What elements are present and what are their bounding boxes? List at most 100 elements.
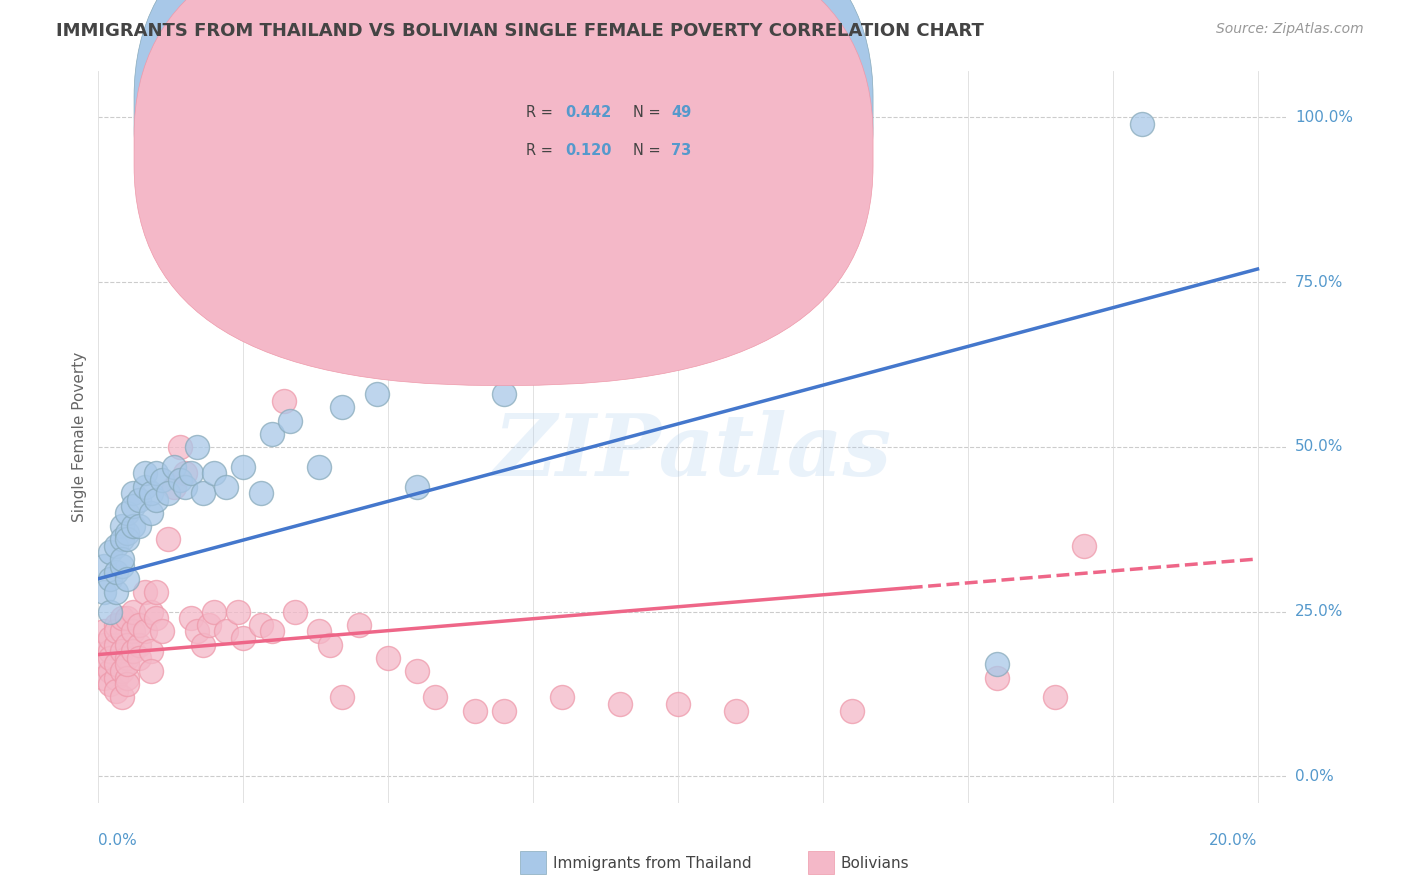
Point [273,393,295,408]
Point [145,611,167,625]
Point [262,426,284,441]
Point [308,624,330,639]
Point [110,624,132,639]
Point [464,704,486,718]
Point [551,690,574,705]
Point [104,671,127,685]
Point [226,605,249,619]
Text: 0.0%: 0.0% [98,833,138,848]
Text: 0.0%: 0.0% [1295,769,1333,784]
Point [377,650,399,665]
FancyBboxPatch shape [134,0,873,347]
Y-axis label: Single Female Poverty: Single Female Poverty [72,352,87,522]
Point [117,650,139,665]
Point [128,492,150,507]
Point [150,624,173,639]
Point [278,414,301,428]
Text: 0.120: 0.120 [565,143,612,158]
Point [186,624,208,639]
Point [93,558,115,573]
Point [122,519,145,533]
Text: Immigrants from Thailand: Immigrants from Thailand [553,856,751,871]
Text: 73: 73 [671,143,692,158]
Text: 100.0%: 100.0% [1295,110,1353,125]
Point [117,671,139,685]
Point [117,533,139,547]
Point [128,618,150,632]
Point [104,683,127,698]
Point [117,611,139,625]
Point [724,704,747,718]
Text: 50.0%: 50.0% [1295,440,1343,454]
Text: 49: 49 [671,104,692,120]
Point [1043,690,1066,705]
Point [117,506,139,520]
Point [110,644,132,658]
Point [93,624,115,639]
Point [110,519,132,533]
Point [139,644,162,658]
Point [104,539,127,553]
Point [330,401,353,415]
Point [98,664,121,678]
Point [98,677,121,691]
Point [110,664,132,678]
Text: Source: ZipAtlas.com: Source: ZipAtlas.com [1216,22,1364,37]
Point [93,657,115,672]
Point [139,506,162,520]
Point [98,605,121,619]
Point [110,611,132,625]
Point [104,565,127,579]
Point [186,440,208,454]
Point [134,479,156,493]
Point [284,605,307,619]
Point [110,552,132,566]
Point [180,467,202,481]
Point [232,631,254,645]
Point [666,697,689,711]
Point [215,624,238,639]
Point [104,585,127,599]
Point [93,671,115,685]
FancyBboxPatch shape [134,0,873,385]
Point [197,618,219,632]
Point [134,467,156,481]
Point [117,572,139,586]
Text: Bolivians: Bolivians [841,856,910,871]
Point [494,387,516,401]
Text: R =: R = [526,104,558,120]
Point [104,624,127,639]
Point [330,690,353,705]
Point [117,525,139,540]
Point [117,657,139,672]
Point [104,657,127,672]
Point [347,618,370,632]
Point [122,644,145,658]
Point [128,638,150,652]
Point [202,605,225,619]
Point [122,500,145,514]
Text: 75.0%: 75.0% [1295,275,1343,290]
Point [145,492,167,507]
Point [262,624,284,639]
Text: N =: N = [633,104,665,120]
Point [104,638,127,652]
Point [122,624,145,639]
Point [319,638,342,652]
Point [150,473,173,487]
Point [93,638,115,652]
Point [180,611,202,625]
Point [128,650,150,665]
Point [98,572,121,586]
Point [139,664,162,678]
Point [202,467,225,481]
Point [406,664,429,678]
Point [366,387,388,401]
Point [841,704,863,718]
Point [122,605,145,619]
Point [609,697,631,711]
Text: 25.0%: 25.0% [1295,604,1343,619]
Point [174,479,197,493]
Text: R =: R = [526,143,558,158]
Point [145,467,167,481]
